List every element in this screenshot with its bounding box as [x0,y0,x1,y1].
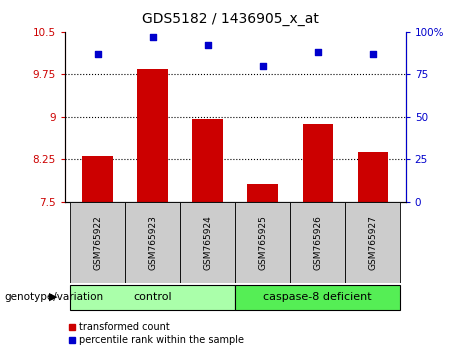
Point [149,34,156,40]
Text: GSM765925: GSM765925 [258,215,267,270]
Text: caspase-8 deficient: caspase-8 deficient [263,292,372,302]
Bar [193,119,223,202]
Text: GSM765926: GSM765926 [313,215,322,270]
Bar [345,202,400,283]
Point [204,42,211,48]
Text: GDS5182 / 1436905_x_at: GDS5182 / 1436905_x_at [142,12,319,27]
Text: genotype/variation: genotype/variation [5,292,104,302]
Bar [83,156,112,202]
Bar [302,124,333,202]
Bar [70,285,235,310]
Bar [235,202,290,283]
Bar [248,184,278,202]
Point [314,50,321,55]
Text: GSM765924: GSM765924 [203,215,212,270]
Text: GSM765927: GSM765927 [368,215,377,270]
Point [369,51,376,57]
Text: ▶: ▶ [49,292,57,302]
Legend: transformed count, percentile rank within the sample: transformed count, percentile rank withi… [65,319,248,349]
Bar [137,69,168,202]
Point [259,63,266,69]
Text: control: control [133,292,172,302]
Bar [235,285,400,310]
Text: GSM765923: GSM765923 [148,215,157,270]
Bar [125,202,180,283]
Text: GSM765922: GSM765922 [93,215,102,270]
Bar [180,202,235,283]
Bar [70,202,125,283]
Point [94,51,101,57]
Bar [358,152,388,202]
Bar [290,202,345,283]
